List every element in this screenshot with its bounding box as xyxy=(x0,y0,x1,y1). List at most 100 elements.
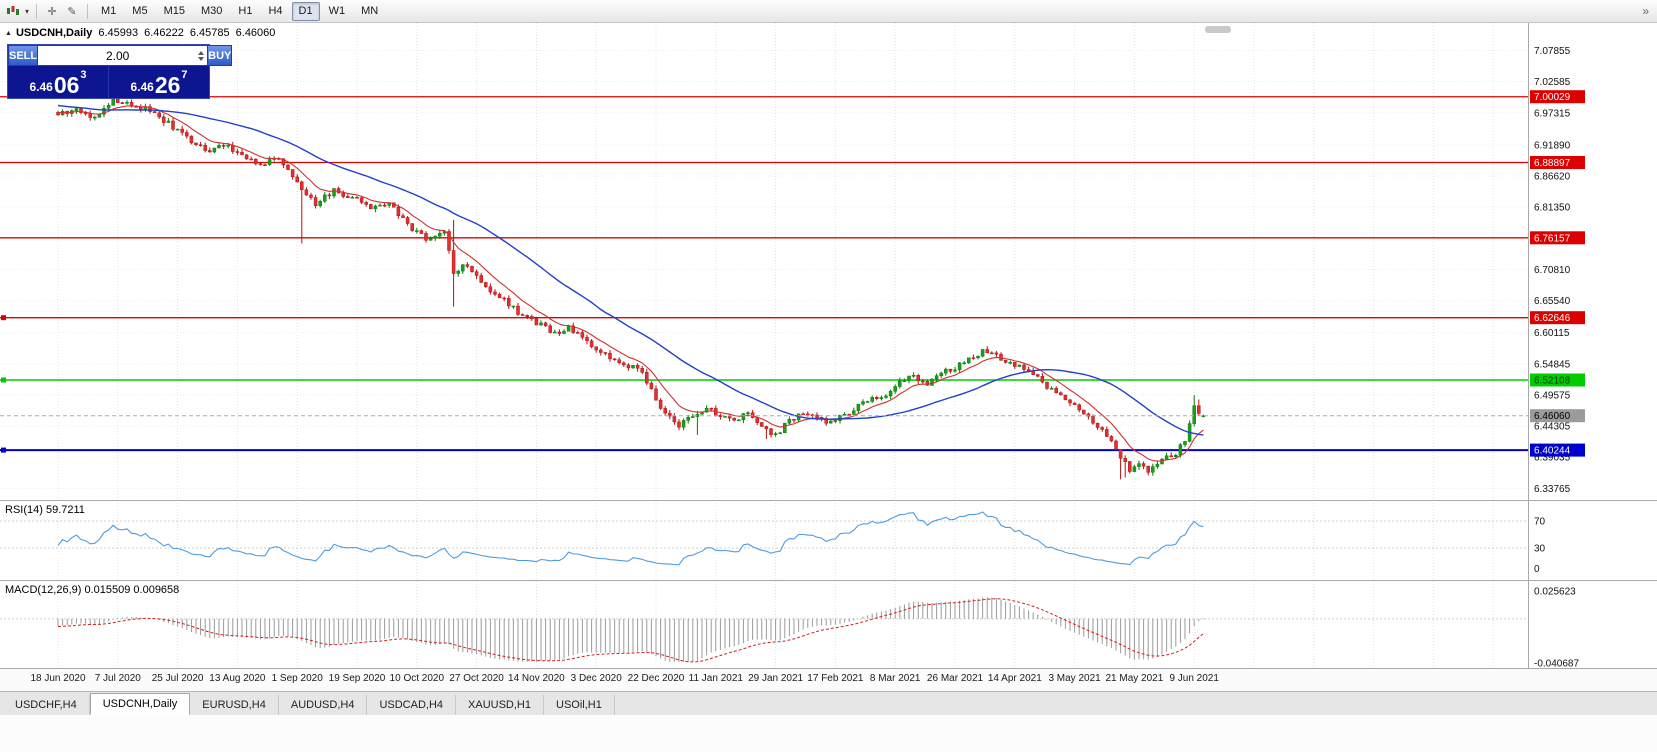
date-label: 27 Oct 2020 xyxy=(449,673,504,684)
buy-price[interactable]: 6.46 26 7 xyxy=(108,66,209,98)
svg-text:6.46060: 6.46060 xyxy=(1534,411,1571,422)
bottom-strip xyxy=(0,715,1657,752)
chart-tab-EURUSD-H4[interactable]: EURUSD,H4 xyxy=(190,695,279,715)
svg-text:6.49575: 6.49575 xyxy=(1534,390,1571,401)
macd-pane xyxy=(0,597,1528,662)
sell-price-big: 06 xyxy=(53,72,80,98)
date-label: 3 Dec 2020 xyxy=(570,673,622,684)
sell-price-sup: 3 xyxy=(80,69,87,81)
timeframe-button-D1[interactable]: D1 xyxy=(291,1,320,21)
chart-tab-AUDUSD-H4[interactable]: AUDUSD,H4 xyxy=(279,695,368,715)
svg-text:6.88897: 6.88897 xyxy=(1534,158,1571,169)
date-label: 26 Mar 2021 xyxy=(926,673,984,684)
ma-slow-line xyxy=(57,104,1204,436)
volume-down-arrow[interactable] xyxy=(198,56,205,61)
svg-text:7.07855: 7.07855 xyxy=(1534,46,1571,57)
volume-up-arrow[interactable] xyxy=(198,50,205,55)
timeframe-button-M1[interactable]: M1 xyxy=(94,2,123,21)
ohlc-high: 6.46222 xyxy=(144,27,184,39)
date-label: 3 May 2021 xyxy=(1048,673,1101,684)
chart-tab-XAUUSD-H1[interactable]: XAUUSD,H1 xyxy=(456,695,544,715)
svg-text:6.60115: 6.60115 xyxy=(1534,328,1570,339)
volume-field[interactable] xyxy=(38,45,208,66)
timeframe-button-H1[interactable]: H1 xyxy=(231,2,259,21)
date-label: 9 Jun 2021 xyxy=(1169,673,1219,684)
buy-price-small: 6.46 xyxy=(130,80,154,94)
chart-tab-USOil-H1[interactable]: USOil,H1 xyxy=(544,695,615,715)
mini-candles-glyph xyxy=(7,6,19,15)
date-label: 8 Mar 2021 xyxy=(869,673,921,684)
chart-tab-USDCNH-Daily[interactable]: USDCNH,Daily xyxy=(89,693,191,715)
draw-pencil-icon[interactable]: ✎ xyxy=(67,5,77,18)
chart-type-dropdown-caret[interactable]: ▾ xyxy=(25,6,30,16)
macd-signal-line xyxy=(57,598,1204,663)
volume-spinner xyxy=(197,50,207,61)
timeframe-button-M30[interactable]: M30 xyxy=(194,2,229,21)
svg-text:6.65540: 6.65540 xyxy=(1534,296,1571,307)
svg-text:6.52108: 6.52108 xyxy=(1534,376,1571,387)
date-label: 29 Jan 2021 xyxy=(748,673,804,684)
price-axis-labels: 7.07855 7.02585 6.97315 6.91890 6.86620 6.813… xyxy=(1530,46,1585,669)
timeframe-button-W1[interactable]: W1 xyxy=(322,2,353,21)
svg-text:6.39035: 6.39035 xyxy=(1534,453,1571,464)
new-chart-icon[interactable] xyxy=(3,2,23,21)
rsi-label: RSI(14) 59.7211 xyxy=(5,504,85,516)
ma-fast-line xyxy=(57,105,1204,462)
chart-hscrollbar-thumb[interactable] xyxy=(1205,26,1231,33)
date-label: 7 Jul 2020 xyxy=(94,673,141,684)
trade-panel-prices-row: 6.46 06 3 6.46 26 7 xyxy=(8,66,209,98)
chart-canvas[interactable]: 7.07855 7.02585 6.97315 6.91890 6.86620 6.813… xyxy=(0,23,1657,669)
chart-tab-USDCHF-H4[interactable]: USDCHF,H4 xyxy=(3,695,90,715)
svg-text:6.44305: 6.44305 xyxy=(1534,422,1571,433)
svg-text:70: 70 xyxy=(1534,517,1546,528)
svg-text:6.97315: 6.97315 xyxy=(1534,108,1571,119)
one-click-toggle-icon[interactable]: ▲ xyxy=(5,29,12,37)
svg-text:6.81350: 6.81350 xyxy=(1534,203,1571,214)
date-label: 14 Nov 2020 xyxy=(508,673,565,684)
time-axis[interactable]: 18 Jun 2020 7 Jul 2020 25 Jul 2020 13 Aug 2… xyxy=(0,669,1657,691)
horizontal-lines[interactable] xyxy=(0,96,1528,453)
chart-area[interactable]: 7.07855 7.02585 6.97315 6.91890 6.86620 6.813… xyxy=(0,23,1657,691)
chart-header: ▲ USDCNH,Daily 6.45993 6.46222 6.45785 6… xyxy=(5,27,275,39)
chart-tab-USDCAD-H4[interactable]: USDCAD,H4 xyxy=(367,695,457,715)
chart-tabs-bar: USDCHF,H4 USDCNH,Daily EURUSD,H4 AUDUSD,H4 U… xyxy=(0,691,1657,715)
svg-text:6.62646: 6.62646 xyxy=(1534,313,1571,324)
sell-price-small: 6.46 xyxy=(29,80,53,94)
svg-text:6.70810: 6.70810 xyxy=(1534,265,1571,276)
date-label: 14 Apr 2021 xyxy=(987,673,1042,684)
timeframe-button-H4[interactable]: H4 xyxy=(261,2,289,21)
date-label: 13 Aug 2020 xyxy=(209,673,266,684)
svg-text:6.86620: 6.86620 xyxy=(1534,172,1571,183)
timeframe-button-M5[interactable]: M5 xyxy=(125,2,154,21)
date-label: 1 Sep 2020 xyxy=(271,673,323,684)
buy-price-big: 26 xyxy=(154,72,181,98)
timeframe-button-M15[interactable]: M15 xyxy=(157,2,192,21)
svg-text:7.00029: 7.00029 xyxy=(1534,92,1571,103)
volume-input[interactable] xyxy=(38,47,198,64)
timeframe-button-MN[interactable]: MN xyxy=(354,2,385,21)
svg-text:30: 30 xyxy=(1534,544,1546,555)
svg-text:-0.040687: -0.040687 xyxy=(1534,659,1579,670)
ohlc-open: 6.45993 xyxy=(98,27,139,39)
svg-text:7.02585: 7.02585 xyxy=(1534,77,1571,88)
sell-price[interactable]: 6.46 06 3 xyxy=(8,66,108,98)
buy-price-sup: 7 xyxy=(181,69,188,81)
trade-panel-controls-row: SELL BUY xyxy=(8,45,233,66)
date-label: 25 Jul 2020 xyxy=(151,673,204,684)
date-label: 22 Dec 2020 xyxy=(627,673,685,684)
candlesticks xyxy=(56,96,1206,480)
date-label: 18 Jun 2020 xyxy=(30,673,86,684)
date-label: 21 May 2021 xyxy=(1105,673,1164,684)
crosshair-icon[interactable]: ✛ xyxy=(47,5,57,18)
sell-button[interactable]: SELL xyxy=(8,45,39,66)
svg-text:6.54845: 6.54845 xyxy=(1534,359,1571,370)
date-label: 11 Jan 2021 xyxy=(688,673,743,684)
buy-button[interactable]: BUY xyxy=(207,45,233,66)
toolbar-separator xyxy=(36,3,38,19)
toolbar-separator xyxy=(87,3,89,19)
svg-text:6.91890: 6.91890 xyxy=(1534,140,1571,151)
date-label: 17 Feb 2021 xyxy=(807,673,864,684)
grid xyxy=(0,23,1528,668)
toolbar-overflow-chevron[interactable]: » xyxy=(1642,4,1649,18)
